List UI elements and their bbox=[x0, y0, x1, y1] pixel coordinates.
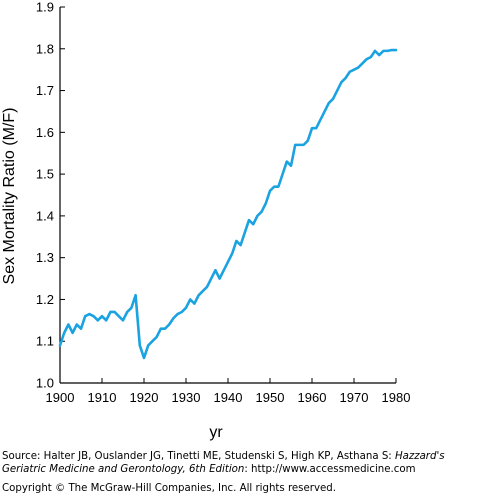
y-tick-label: 1.0 bbox=[36, 376, 54, 391]
x-tick-label: 1940 bbox=[214, 390, 243, 405]
y-tick-label: 1.7 bbox=[36, 83, 54, 98]
source-title-1: Hazzard's bbox=[394, 451, 445, 462]
source-note: Source: Halter JB, Ouslander JG, Tinetti… bbox=[2, 450, 445, 476]
x-tick-label: 1930 bbox=[172, 390, 201, 405]
x-axis-title: yr bbox=[209, 424, 223, 441]
y-tick-label: 1.5 bbox=[36, 167, 54, 182]
source-line-2: Geriatric Medicine and Gerontology, 6th … bbox=[2, 463, 445, 476]
y-tick-label: 1.8 bbox=[36, 41, 54, 56]
x-tick-label: 1910 bbox=[88, 390, 117, 405]
y-tick-label: 1.6 bbox=[36, 125, 54, 140]
y-tick-label: 1.2 bbox=[36, 292, 54, 307]
y-tick-label: 1.1 bbox=[36, 334, 54, 349]
y-tick-label: 1.4 bbox=[36, 208, 54, 223]
x-tick-label: 1970 bbox=[340, 390, 369, 405]
source-prefix: Source: Halter JB, Ouslander JG, Tinetti… bbox=[2, 451, 395, 462]
chart-series bbox=[58, 48, 398, 360]
copyright-note: Copyright © The McGraw-Hill Companies, I… bbox=[2, 482, 336, 495]
x-tick-label: 1960 bbox=[298, 390, 327, 405]
chart-ticks: 1.0 1.1 1.2 1.3 1.4 1.5 1.6 1.7 1.8 1.9 1900 1910 19… bbox=[36, 0, 411, 405]
x-tick-label: 1980 bbox=[382, 390, 411, 405]
series-line-sex-mortality-ratio bbox=[58, 48, 398, 360]
source-line-1: Source: Halter JB, Ouslander JG, Tinetti… bbox=[2, 450, 445, 463]
x-tick-label: 1950 bbox=[256, 390, 285, 405]
source-title-2: Geriatric Medicine and Gerontology, 6th … bbox=[2, 464, 245, 475]
y-tick-label: 1.3 bbox=[36, 250, 54, 265]
source-suffix: : http://www.accessmedicine.com bbox=[244, 464, 416, 475]
copyright-text: Copyright © The McGraw-Hill Companies, I… bbox=[2, 483, 336, 494]
x-tick-label: 1920 bbox=[130, 390, 159, 405]
y-axis-title: Sex Mortality Ratio (M/F) bbox=[1, 108, 18, 285]
y-tick-label: 1.9 bbox=[36, 0, 54, 15]
chart-axes bbox=[59, 7, 396, 384]
x-tick-label: 1900 bbox=[46, 390, 75, 405]
